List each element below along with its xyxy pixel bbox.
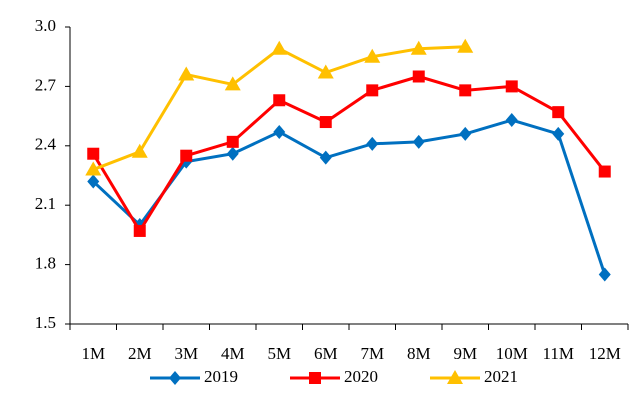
marker bbox=[169, 371, 181, 385]
x-tick-label: 11M bbox=[543, 344, 575, 363]
x-tick-label: 12M bbox=[589, 344, 621, 363]
marker bbox=[273, 124, 286, 139]
marker bbox=[552, 126, 565, 141]
marker bbox=[226, 135, 239, 148]
marker bbox=[598, 165, 611, 178]
marker bbox=[319, 116, 332, 129]
y-tick-label: 2.4 bbox=[35, 135, 57, 154]
marker bbox=[364, 48, 381, 63]
marker bbox=[459, 126, 472, 141]
x-tick-label: 7M bbox=[360, 344, 384, 363]
legend-label: 2021 bbox=[484, 367, 518, 386]
series-line bbox=[92, 118, 607, 275]
legend-label: 2020 bbox=[344, 367, 378, 386]
marker bbox=[505, 80, 518, 93]
legend-label: 2019 bbox=[204, 367, 238, 386]
marker bbox=[317, 64, 334, 79]
marker bbox=[447, 370, 463, 384]
y-tick-label: 3.0 bbox=[35, 16, 56, 35]
marker bbox=[366, 84, 379, 97]
y-tick-label: 2.7 bbox=[35, 75, 57, 94]
x-tick-label: 9M bbox=[453, 344, 477, 363]
marker bbox=[133, 224, 146, 237]
x-tick-label: 6M bbox=[314, 344, 338, 363]
x-tick-label: 1M bbox=[81, 344, 105, 363]
marker bbox=[309, 372, 321, 384]
marker bbox=[366, 136, 379, 151]
x-tick-label: 8M bbox=[407, 344, 431, 363]
marker bbox=[273, 94, 286, 107]
x-tick-label: 3M bbox=[174, 344, 198, 363]
marker bbox=[505, 113, 518, 128]
marker bbox=[412, 70, 425, 83]
marker bbox=[459, 84, 472, 97]
marker bbox=[131, 143, 148, 158]
series-line bbox=[92, 45, 466, 171]
x-tick-label: 10M bbox=[496, 344, 528, 363]
marker bbox=[457, 38, 474, 53]
marker bbox=[598, 267, 611, 282]
marker bbox=[552, 106, 565, 119]
x-tick-label: 2M bbox=[128, 344, 152, 363]
marker bbox=[87, 174, 100, 189]
marker bbox=[319, 150, 332, 165]
x-tick-label: 4M bbox=[221, 344, 245, 363]
marker bbox=[178, 66, 195, 81]
marker bbox=[271, 40, 288, 55]
marker bbox=[180, 149, 193, 162]
marker bbox=[224, 76, 241, 91]
series-line bbox=[91, 74, 606, 234]
marker bbox=[87, 147, 100, 160]
y-tick-label: 1.5 bbox=[35, 313, 56, 332]
marker bbox=[85, 161, 102, 176]
x-tick-label: 5M bbox=[267, 344, 291, 363]
marker bbox=[412, 134, 425, 149]
y-tick-label: 2.1 bbox=[35, 194, 56, 213]
marker bbox=[410, 40, 427, 55]
y-tick-label: 1.8 bbox=[35, 254, 56, 273]
marker bbox=[226, 146, 239, 161]
